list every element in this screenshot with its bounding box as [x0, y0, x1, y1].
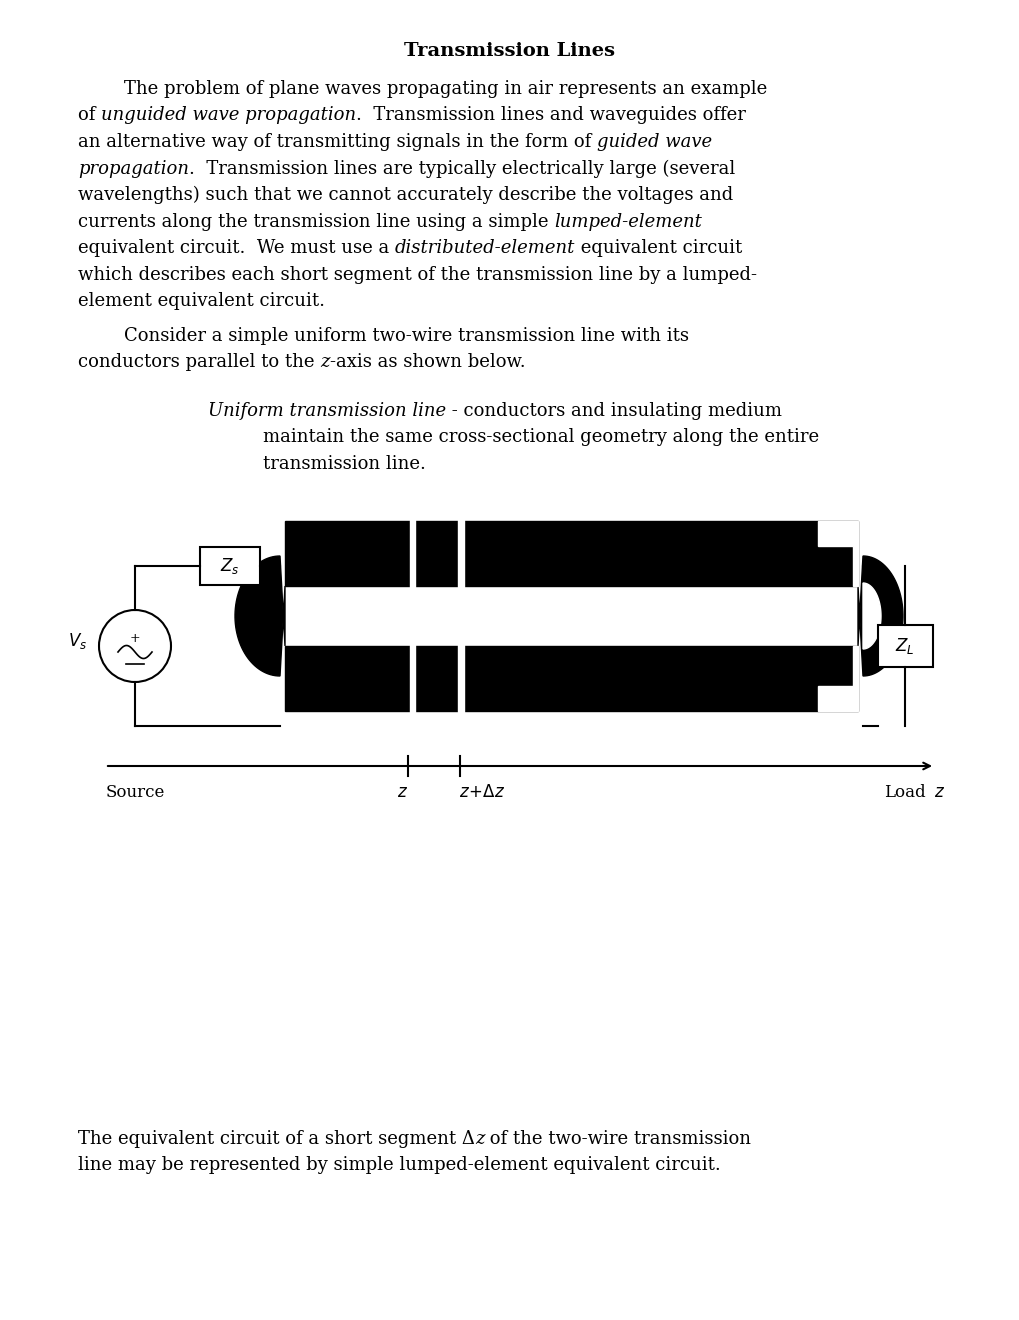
Circle shape: [99, 610, 171, 682]
Text: currents along the transmission line using a simple: currents along the transmission line usi…: [77, 213, 553, 231]
Polygon shape: [862, 583, 880, 649]
Bar: [200, 546, 260, 585]
Text: $V_s$: $V_s$: [67, 631, 87, 651]
Text: lumped-element: lumped-element: [553, 213, 701, 231]
Text: of the two-wire transmission: of the two-wire transmission: [484, 1130, 751, 1148]
Text: distributed-element: distributed-element: [394, 239, 575, 257]
Text: wavelengths) such that we cannot accurately describe the voltages and: wavelengths) such that we cannot accurat…: [77, 186, 733, 205]
Text: $Z_L$: $Z_L$: [895, 636, 914, 656]
Text: Transmission Lines: Transmission Lines: [405, 42, 614, 59]
Text: z: z: [475, 1130, 484, 1148]
Text: $z\!+\!\Delta z$: $z\!+\!\Delta z$: [459, 784, 504, 801]
Polygon shape: [817, 645, 857, 711]
Bar: [876, 624, 931, 667]
Text: guided wave: guided wave: [596, 133, 711, 150]
Text: .  Transmission lines are typically electrically large (several: . Transmission lines are typically elect…: [189, 160, 735, 178]
Polygon shape: [817, 521, 857, 586]
Text: Consider a simple uniform two-wire transmission line with its: Consider a simple uniform two-wire trans…: [77, 326, 688, 345]
Text: Uniform transmission line: Uniform transmission line: [208, 401, 445, 420]
Text: $z$: $z$: [397, 784, 409, 801]
Text: -axis as shown below.: -axis as shown below.: [329, 352, 525, 371]
Text: maintain the same cross-sectional geometry along the entire: maintain the same cross-sectional geomet…: [263, 428, 818, 446]
Polygon shape: [410, 644, 415, 713]
Text: .  Transmission lines and waveguides offer: . Transmission lines and waveguides offe…: [356, 107, 745, 124]
Text: $Z_s$: $Z_s$: [220, 556, 239, 576]
Text: +: +: [129, 631, 141, 644]
Text: transmission line.: transmission line.: [263, 454, 426, 473]
Polygon shape: [857, 556, 902, 676]
Text: The problem of plane waves propagating in air represents an example: The problem of plane waves propagating i…: [77, 81, 766, 98]
Text: $z$: $z$: [933, 784, 945, 801]
Text: conductors parallel to the: conductors parallel to the: [77, 352, 320, 371]
Text: which describes each short segment of the transmission line by a lumped-: which describes each short segment of th…: [77, 265, 756, 284]
Text: equivalent circuit.  We must use a: equivalent circuit. We must use a: [77, 239, 394, 257]
Polygon shape: [284, 645, 857, 711]
Polygon shape: [458, 519, 463, 587]
Text: z: z: [320, 352, 329, 371]
Text: propagation: propagation: [77, 160, 189, 177]
Text: The equivalent circuit of a short segment Δ: The equivalent circuit of a short segmen…: [77, 1130, 475, 1148]
Text: element equivalent circuit.: element equivalent circuit.: [77, 292, 325, 310]
Polygon shape: [284, 521, 857, 586]
Polygon shape: [458, 644, 463, 713]
Text: - conductors and insulating medium: - conductors and insulating medium: [445, 401, 782, 420]
Text: unguided wave propagation: unguided wave propagation: [101, 107, 356, 124]
Text: Load: Load: [883, 784, 925, 801]
Text: an alternative way of transmitting signals in the form of: an alternative way of transmitting signa…: [77, 133, 596, 150]
Text: line may be represented by simple lumped-element equivalent circuit.: line may be represented by simple lumped…: [77, 1156, 720, 1175]
Text: equivalent circuit: equivalent circuit: [575, 239, 742, 257]
Polygon shape: [410, 519, 415, 587]
Text: Source: Source: [105, 784, 164, 801]
Polygon shape: [234, 556, 284, 676]
Text: of: of: [77, 107, 101, 124]
